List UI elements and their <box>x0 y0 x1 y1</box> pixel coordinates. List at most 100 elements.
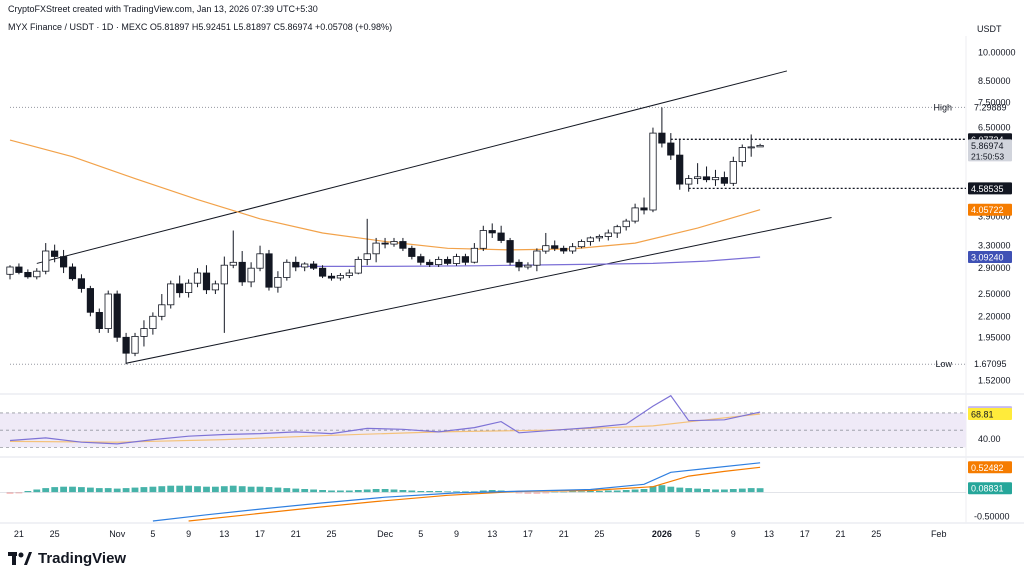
tradingview-logo[interactable]: TradingView <box>8 550 126 567</box>
candle-up <box>363 253 371 260</box>
candle-up <box>533 250 541 266</box>
candle-up <box>283 261 291 278</box>
candle-down <box>238 261 246 283</box>
channel-upper-line <box>36 70 788 264</box>
candle-down <box>51 250 59 257</box>
price-tick-label: 6.50000 <box>978 123 1011 133</box>
candle-up <box>711 177 720 181</box>
candle-down <box>202 272 211 291</box>
macd-histogram-bar <box>42 488 50 493</box>
candle-down <box>667 142 675 156</box>
macd-histogram-bar <box>33 489 41 493</box>
candle-up <box>6 266 14 275</box>
candle-up <box>274 276 282 288</box>
time-tick-label: 13 <box>764 529 774 539</box>
macd-histogram-bar <box>113 488 121 493</box>
time-tick-label: 5 <box>150 529 155 539</box>
credit-line: CryptoFXStreet created with TradingView.… <box>8 4 318 14</box>
candle-up <box>622 220 630 228</box>
candle-up <box>229 261 237 266</box>
price-tick-label: 7.50000 <box>978 98 1011 108</box>
macd-histogram-bar <box>453 491 460 493</box>
candle-down <box>497 232 505 241</box>
candle-up <box>685 178 693 185</box>
price-tick-label: 1.95000 <box>978 332 1011 342</box>
macd-histogram-bar <box>649 486 657 493</box>
macd-histogram-bar <box>533 492 541 494</box>
macd-histogram-bar <box>176 485 184 493</box>
macd-histogram-bar <box>488 490 496 493</box>
macd-histogram-bar <box>667 486 675 493</box>
macd-histogram-bar <box>247 486 255 493</box>
time-tick-label: 21 <box>291 529 301 539</box>
candle-up <box>211 283 219 291</box>
macd-histogram-bar <box>462 491 469 493</box>
candle-up <box>738 147 746 163</box>
macd-histogram-bar <box>337 490 344 493</box>
macd-histogram-bar <box>149 486 157 493</box>
candle-down <box>122 336 130 354</box>
candle-up <box>434 258 443 265</box>
macd-histogram-bar <box>185 485 192 493</box>
macd-histogram-bar <box>479 490 487 493</box>
candle-up <box>729 161 737 184</box>
candle-up <box>336 275 345 279</box>
macd-histogram-bar <box>685 488 693 493</box>
candle-down <box>461 256 470 263</box>
candle-down <box>640 207 648 211</box>
macd-histogram-bar <box>622 490 630 493</box>
candle-up <box>479 230 487 249</box>
candle-down <box>488 230 496 234</box>
macd-histogram-bar <box>658 485 666 493</box>
macd-histogram-bar <box>444 491 451 493</box>
candle-down <box>95 311 103 329</box>
macd-signal-line <box>188 466 761 522</box>
candle-down <box>506 240 514 263</box>
macd-histogram-bar <box>640 489 648 493</box>
candle-down <box>15 266 23 273</box>
macd-histogram-bar <box>310 489 317 493</box>
candle-up <box>524 264 532 268</box>
candle-up <box>649 132 657 211</box>
candle-up <box>158 304 166 317</box>
candle-down <box>702 176 711 181</box>
time-tick-label: 9 <box>731 529 736 539</box>
candle-down <box>408 247 416 257</box>
candle-down <box>399 241 407 249</box>
price-tick-label: 3.30000 <box>978 241 1011 251</box>
price-tick-label: 2.20000 <box>978 311 1011 321</box>
high-tag: High <box>933 102 952 112</box>
candle-down <box>560 247 568 252</box>
macd-histogram-bar <box>694 488 701 493</box>
macd-histogram-bar <box>15 492 23 494</box>
macd-histogram-bar <box>738 488 746 493</box>
candle-up <box>354 258 362 274</box>
candle-up <box>140 328 148 337</box>
rsi-tick-label: 40.00 <box>978 434 1001 444</box>
time-tick-label: 17 <box>523 529 533 539</box>
macd-histogram-bar <box>69 486 76 493</box>
signal-value-label: 0.52482 <box>971 463 1004 473</box>
current-price-time: 21:50:53 <box>971 151 1004 161</box>
macd-histogram-bar <box>274 487 282 493</box>
candle-down <box>381 242 389 245</box>
macd-histogram-bar <box>426 491 434 493</box>
macd-tick-label: -0.50000 <box>974 511 1010 521</box>
macd-histogram-bar <box>194 486 201 493</box>
candle-down <box>68 266 77 280</box>
price-tick-label: 1.52000 <box>978 376 1011 386</box>
histogram-value-label: 0.08831 <box>971 484 1004 494</box>
time-tick-label: 5 <box>695 529 700 539</box>
macd-histogram-bar <box>631 489 639 493</box>
ema200-value-label: 3.09240 <box>971 253 1004 263</box>
candle-up <box>104 293 112 329</box>
price-tick-label: 8.50000 <box>978 76 1011 86</box>
macd-histogram-bar <box>131 487 139 493</box>
candle-up <box>372 242 380 255</box>
macd-histogram-bar <box>399 490 407 493</box>
candle-up <box>33 270 41 278</box>
candle-up <box>595 235 604 239</box>
time-tick-label: 25 <box>871 529 881 539</box>
time-tick-label: 9 <box>454 529 459 539</box>
